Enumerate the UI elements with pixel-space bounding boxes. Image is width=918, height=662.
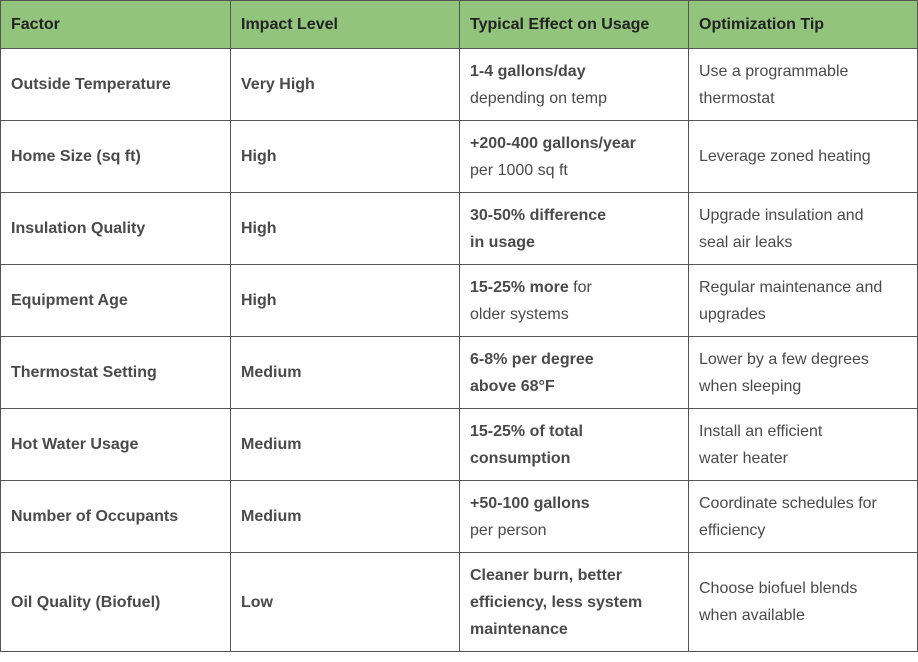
effect-text: 6-8% per degree [470, 350, 594, 368]
effect-line: in usage [470, 229, 678, 256]
table-row: Number of Occupants Medium +50-100 gallons… [0, 480, 918, 553]
effect-cell: Cleaner burn, better efficiency, less sys… [459, 552, 689, 652]
table-head: Factor Impact Level Typical Effect on Usag… [0, 0, 918, 49]
tip-line: water heater [699, 449, 788, 467]
effect-line: 6-8% per degree [470, 346, 678, 373]
effect-text: 30-50% difference [470, 206, 607, 224]
effect-line: 30-50% difference [470, 202, 678, 229]
effect-cell: 6-8% per degree above 68°F [459, 336, 689, 409]
factor-cell: Home Size (sq ft) [0, 120, 231, 193]
effect-line: efficiency, less system [470, 589, 678, 616]
effect-text: 15-25% of total [470, 422, 583, 440]
effect-cell: 30-50% difference in usage [459, 192, 689, 265]
effect-line: Cleaner burn, better [470, 562, 678, 589]
tip-cell: Leverage zoned heating [688, 120, 918, 193]
header-cell: Factor [0, 0, 231, 49]
tip-cell: Lower by a few degrees when sleeping [688, 336, 918, 409]
impact-cell: High [230, 120, 460, 193]
effect-line: per person [470, 517, 678, 544]
tip-cell: Regular maintenance and upgrades [688, 264, 918, 337]
header-cell: Impact Level [230, 0, 460, 49]
tip-line: upgrades [699, 305, 766, 323]
tip-line: Leverage zoned heating [699, 148, 871, 165]
tip-line: Install an efficient [699, 422, 823, 440]
tip-cell: Choose biofuel blends when available [688, 552, 918, 652]
effect-line: per 1000 sq ft [470, 157, 678, 184]
effect-text: 1-4 gallons/day [470, 62, 586, 80]
effect-line: +200-400 gallons/year [470, 130, 678, 157]
effect-line: +50-100 gallons [470, 490, 678, 517]
table-row: Outside Temperature Very High 1-4 gallons/… [0, 48, 918, 121]
effect-text: in usage [470, 233, 535, 251]
factor-cell: Thermostat Setting [0, 336, 231, 409]
header-cell: Optimization Tip [688, 0, 918, 49]
tip-line: efficiency [699, 521, 766, 539]
effect-cell: 1-4 gallons/day depending on temp [459, 48, 689, 121]
effect-line: older systems [470, 301, 678, 328]
effect-text: per person [470, 521, 547, 539]
header-cell: Typical Effect on Usage [459, 0, 689, 49]
factor-cell: Hot Water Usage [0, 408, 231, 481]
table-row: Insulation Quality High 30-50% difference i… [0, 192, 918, 265]
factor-cell: Outside Temperature [0, 48, 231, 121]
factor-cell: Equipment Age [0, 264, 231, 337]
impact-cell: Medium [230, 480, 460, 553]
tip-cell: Install an efficient water heater [688, 408, 918, 481]
effect-text: Cleaner burn, better [470, 566, 623, 584]
tip-line: Upgrade insulation and [699, 206, 864, 224]
effect-text: +50-100 gallons [470, 494, 590, 512]
tip-line: Choose biofuel blends [699, 580, 858, 597]
effect-line: consumption [470, 445, 678, 472]
tip-line: Lower by a few degrees [699, 350, 869, 368]
tip-line: Use a programmable [699, 62, 849, 80]
tip-line: when sleeping [699, 377, 802, 395]
impact-cell: Very High [230, 48, 460, 121]
effect-text: +200-400 gallons/year [470, 134, 636, 152]
impact-cell: Low [230, 552, 460, 652]
tip-line: seal air leaks [699, 233, 793, 251]
effect-line: depending on temp [470, 85, 678, 112]
tip-line: when available [699, 607, 805, 624]
effect-text: maintenance [470, 620, 568, 638]
effect-text: for [573, 278, 592, 296]
tip-line: Coordinate schedules for [699, 494, 877, 512]
effect-text: 15-25% more [470, 278, 569, 296]
effect-text: above 68°F [470, 377, 555, 395]
effect-text: consumption [470, 449, 571, 467]
header-row: Factor Impact Level Typical Effect on Usag… [0, 0, 918, 49]
table-row: Hot Water Usage Medium 15-25% of total cons… [0, 408, 918, 481]
effect-cell: +50-100 gallons per person [459, 480, 689, 553]
table-row: Equipment Age High 15-25% more for older sy… [0, 264, 918, 337]
impact-cell: Medium [230, 336, 460, 409]
effect-text: older systems [470, 305, 569, 323]
effect-line: above 68°F [470, 373, 678, 400]
impact-cell: High [230, 192, 460, 265]
table-row: Home Size (sq ft) High +200-400 gallons/ye… [0, 120, 918, 193]
impact-cell: Medium [230, 408, 460, 481]
tip-line: Regular maintenance and [699, 278, 883, 296]
factor-cell: Number of Occupants [0, 480, 231, 553]
tip-cell: Coordinate schedules for efficiency [688, 480, 918, 553]
effect-text: depending on temp [470, 89, 607, 107]
table-body: Outside Temperature Very High 1-4 gallons/… [0, 48, 918, 652]
effect-line: maintenance [470, 616, 678, 643]
effect-text: efficiency, less system [470, 593, 643, 611]
effect-line: 15-25% of total [470, 418, 678, 445]
table-row: Oil Quality (Biofuel) Low Cleaner burn, be… [0, 552, 918, 652]
factor-cell: Insulation Quality [0, 192, 231, 265]
effect-cell: +200-400 gallons/year per 1000 sq ft [459, 120, 689, 193]
tip-line: thermostat [699, 89, 775, 107]
effect-text: per 1000 sq ft [470, 161, 568, 179]
factor-cell: Oil Quality (Biofuel) [0, 552, 231, 652]
tip-cell: Use a programmable thermostat [688, 48, 918, 121]
impact-cell: High [230, 264, 460, 337]
effect-line: 1-4 gallons/day [470, 58, 678, 85]
tip-cell: Upgrade insulation and seal air leaks [688, 192, 918, 265]
effect-line: 15-25% more for [470, 274, 678, 301]
effect-cell: 15-25% of total consumption [459, 408, 689, 481]
effect-cell: 15-25% more for older systems [459, 264, 689, 337]
table-row: Thermostat Setting Medium 6-8% per degree a… [0, 336, 918, 409]
